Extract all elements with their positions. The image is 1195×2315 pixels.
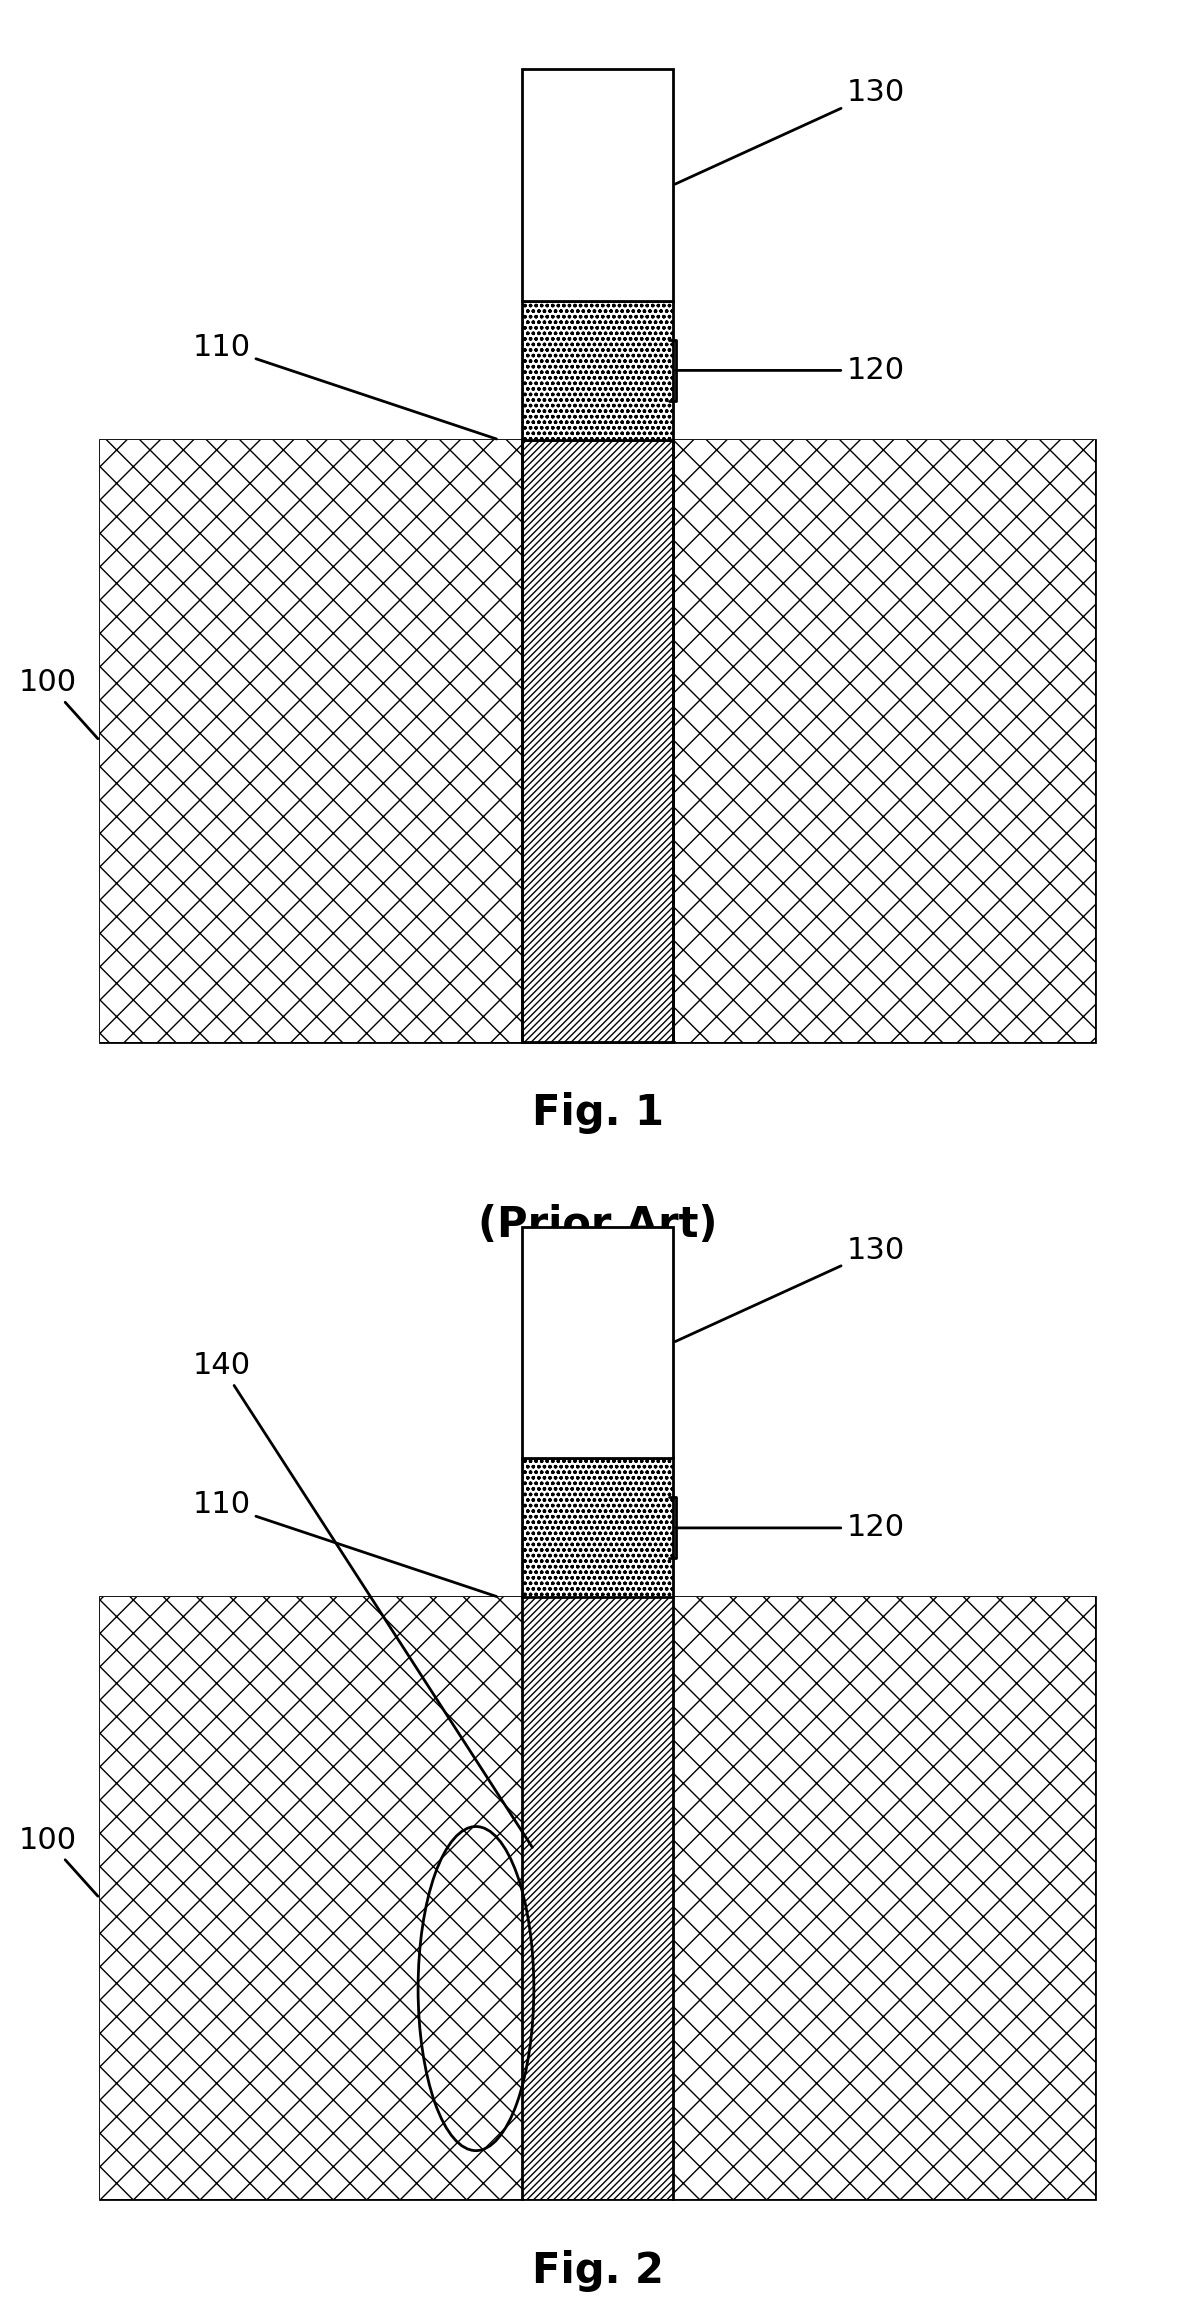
Text: 130: 130 — [675, 79, 905, 185]
Text: 100: 100 — [19, 1827, 98, 1896]
Bar — [522, 69, 673, 301]
Bar — [99, 440, 1096, 1042]
Text: 140: 140 — [192, 1352, 532, 1847]
Bar — [99, 1597, 522, 2199]
Bar — [99, 440, 522, 1042]
Bar — [522, 1227, 673, 1458]
Text: 100: 100 — [19, 669, 98, 738]
Text: 110: 110 — [192, 1491, 496, 1597]
Text: 130: 130 — [675, 1236, 905, 1343]
Text: Fig. 2: Fig. 2 — [532, 2250, 663, 2292]
Bar — [522, 301, 673, 440]
Text: (Prior Art): (Prior Art) — [478, 1204, 717, 1245]
Bar — [522, 1458, 673, 1597]
Bar — [673, 1597, 1096, 2199]
Text: 120: 120 — [669, 340, 905, 400]
Text: Fig. 1: Fig. 1 — [532, 1093, 663, 1134]
Bar — [99, 1597, 1096, 2199]
Text: 110: 110 — [192, 333, 496, 440]
Bar — [673, 440, 1096, 1042]
Bar — [522, 1597, 673, 2199]
Text: 120: 120 — [669, 1498, 905, 1558]
Bar — [522, 440, 673, 1042]
